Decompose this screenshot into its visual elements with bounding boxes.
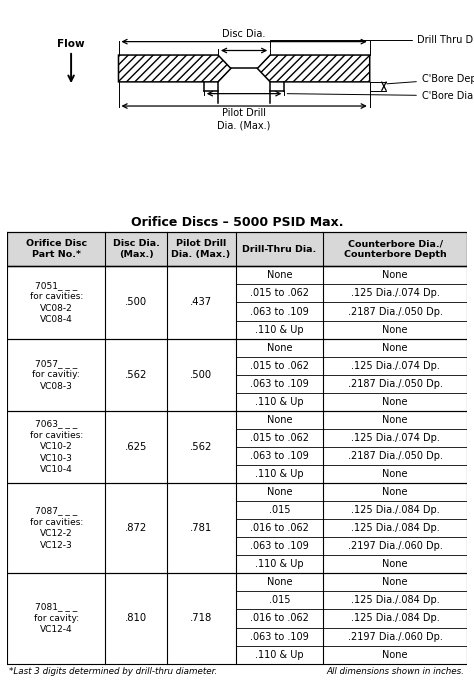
Text: .015: .015 [269,505,290,515]
Text: None: None [267,270,292,281]
Text: .125 Dia./.074 Dp.: .125 Dia./.074 Dp. [351,433,439,443]
Text: *Last 3 digits determined by drill-thru diameter.: *Last 3 digits determined by drill-thru … [9,667,218,676]
Text: .015: .015 [269,595,290,605]
Text: .063 to .109: .063 to .109 [250,306,309,316]
Text: None: None [383,469,408,479]
Text: None: None [383,487,408,497]
Bar [7,233,467,266]
Text: .125 Dia./.084 Dp.: .125 Dia./.084 Dp. [351,505,439,515]
Text: .110 & Up: .110 & Up [255,559,304,570]
Text: Orifice Disc
Part No.*: Orifice Disc Part No.* [26,239,87,259]
Text: .015 to .062: .015 to .062 [250,288,309,299]
Text: .562: .562 [125,369,147,380]
Text: .016 to .062: .016 to .062 [250,523,309,533]
Text: Pilot Drill
Dia. (Max.): Pilot Drill Dia. (Max.) [218,109,271,130]
Text: .125 Dia./.084 Dp.: .125 Dia./.084 Dp. [351,614,439,623]
Text: .016 to .062: .016 to .062 [250,614,309,623]
Polygon shape [257,55,370,82]
Text: Disc Dia.
(Max.): Disc Dia. (Max.) [112,239,159,259]
Text: .110 & Up: .110 & Up [255,325,304,334]
Text: None: None [383,415,408,425]
Text: .063 to .109: .063 to .109 [250,541,309,551]
Text: .562: .562 [190,442,212,452]
Text: .781: .781 [190,523,212,533]
Text: 7063_ _ _
for cavities:
VC10-2
VC10-3
VC10-4: 7063_ _ _ for cavities: VC10-2 VC10-3 VC… [30,420,83,474]
Text: None: None [267,577,292,588]
Text: None: None [383,343,408,353]
Text: 7081_ _ _
for cavity:
VC12-4: 7081_ _ _ for cavity: VC12-4 [34,603,79,634]
Text: 7057_ _ _
for cavitiy:
VC08-3: 7057_ _ _ for cavitiy: VC08-3 [32,358,80,391]
Text: None: None [267,415,292,425]
Text: .718: .718 [190,614,212,623]
Polygon shape [118,55,231,82]
Text: .625: .625 [125,442,147,452]
Text: C'Bore Depth: C'Bore Depth [387,74,474,84]
Text: Pilot Drill
Dia. (Max.): Pilot Drill Dia. (Max.) [172,239,231,259]
Text: Disc Dia.: Disc Dia. [222,29,266,39]
Text: .063 to .109: .063 to .109 [250,378,309,389]
Text: .110 & Up: .110 & Up [255,397,304,407]
Text: .015 to .062: .015 to .062 [250,433,309,443]
Text: .063 to .109: .063 to .109 [250,632,309,641]
Text: None: None [267,487,292,497]
Text: .810: .810 [125,614,147,623]
Text: .015 to .062: .015 to .062 [250,361,309,371]
Text: 7087_ _ _
for cavities:
VC12-2
VC12-3: 7087_ _ _ for cavities: VC12-2 VC12-3 [30,506,83,550]
Text: .2197 Dia./.060 Dp.: .2197 Dia./.060 Dp. [348,632,443,641]
Text: .110 & Up: .110 & Up [255,469,304,479]
Text: .110 & Up: .110 & Up [255,649,304,660]
Text: None: None [383,559,408,570]
Text: .2197 Dia./.060 Dp.: .2197 Dia./.060 Dp. [348,541,443,551]
Text: None: None [383,325,408,334]
Text: None: None [383,397,408,407]
Text: .125 Dia./.084 Dp.: .125 Dia./.084 Dp. [351,523,439,533]
Text: Flow: Flow [57,39,85,49]
Text: 7051_ _ _
for cavities:
VC08-2
VC08-4: 7051_ _ _ for cavities: VC08-2 VC08-4 [30,281,83,324]
Text: .063 to .109: .063 to .109 [250,451,309,461]
Text: Drill Thru Dia.: Drill Thru Dia. [270,35,474,47]
Text: .2187 Dia./.050 Dp.: .2187 Dia./.050 Dp. [347,378,443,389]
Text: Orifice Discs – 5000 PSID Max.: Orifice Discs – 5000 PSID Max. [131,216,343,229]
Text: None: None [267,343,292,353]
Text: .872: .872 [125,523,147,533]
Text: All dimensions shown in inches.: All dimensions shown in inches. [327,667,465,676]
Text: None: None [383,649,408,660]
Text: Drill-Thru Dia.: Drill-Thru Dia. [242,245,317,254]
Text: None: None [383,270,408,281]
Text: .437: .437 [190,297,212,308]
Text: .125 Dia./.074 Dp.: .125 Dia./.074 Dp. [351,361,439,371]
Text: .500: .500 [190,369,212,380]
Text: .2187 Dia./.050 Dp.: .2187 Dia./.050 Dp. [347,451,443,461]
Text: .125 Dia./.074 Dp.: .125 Dia./.074 Dp. [351,288,439,299]
Text: .125 Dia./.084 Dp.: .125 Dia./.084 Dp. [351,595,439,605]
Text: .2187 Dia./.050 Dp.: .2187 Dia./.050 Dp. [347,306,443,316]
Text: None: None [383,577,408,588]
Text: C'Bore Dia.: C'Bore Dia. [287,91,474,100]
Text: .500: .500 [125,297,147,308]
Text: Counterbore Dia./
Counterbore Depth: Counterbore Dia./ Counterbore Depth [344,239,447,259]
